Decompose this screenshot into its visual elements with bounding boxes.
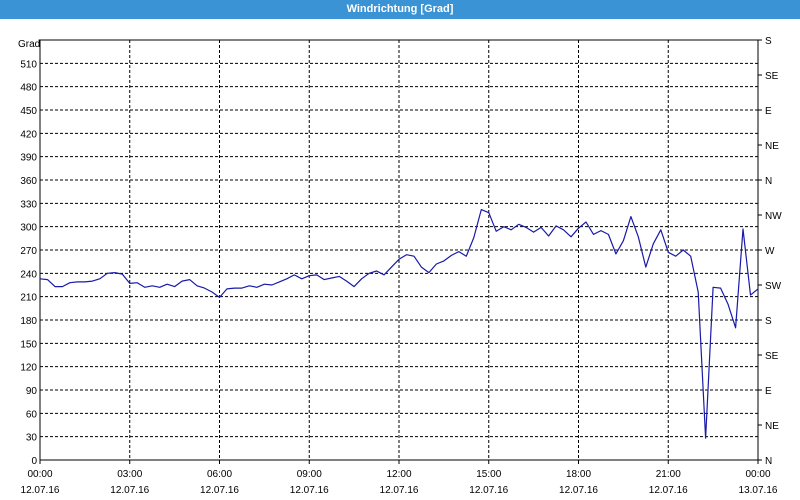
y-tick-label: 30 [26, 433, 38, 444]
x-tick-time-label: 00:00 [27, 469, 52, 480]
y-tick-label: 270 [20, 246, 37, 257]
x-tick-date-label: 12.07.16 [649, 485, 688, 496]
x-tick-date-label: 12.07.16 [21, 485, 60, 496]
right-tick-label: SE [765, 351, 779, 362]
x-tick-date-label: 12.07.16 [110, 485, 149, 496]
x-tick-date-label: 12.07.16 [469, 485, 508, 496]
y-axis-label: Grad [18, 39, 40, 50]
y-tick-label: 330 [20, 199, 37, 210]
y-tick-label: 300 [20, 223, 37, 234]
y-tick-label: 450 [20, 106, 37, 117]
y-axis-ticks: 0 30 60 90 120 150 180 210 240 270 300 330 360 390 420… [20, 59, 37, 467]
series-layer [39, 209, 759, 439]
x-tick-date-label: 12.07.16 [200, 485, 239, 496]
right-tick-label: NE [765, 421, 779, 432]
y-tick-label: 0 [31, 456, 37, 467]
y-tick-label: 210 [20, 293, 37, 304]
series-line [39, 209, 759, 439]
x-tick-time-label: 12:00 [386, 469, 411, 480]
x-tick-time-label: 15:00 [476, 469, 501, 480]
x-tick-time-label: 00:00 [745, 469, 770, 480]
x-tick-time-label: 18:00 [566, 469, 591, 480]
x-tick-date-label: 12.07.16 [380, 485, 419, 496]
y-tick-label: 180 [20, 316, 37, 327]
x-tick-date-label: 12.07.16 [290, 485, 329, 496]
right-tick-label: N [765, 176, 772, 187]
grid-lines [40, 40, 758, 460]
y-tick-label: 120 [20, 363, 37, 374]
x-tick-time-label: 09:00 [297, 469, 322, 480]
right-tick-label: S [765, 316, 772, 327]
right-tick-label: E [765, 386, 772, 397]
right-tick-label: S [765, 36, 772, 47]
right-axis-ticks: N NE E SE S SW W NW N NE E SE S [758, 36, 782, 467]
y-tick-label: 390 [20, 153, 37, 164]
y-tick-label: 90 [26, 386, 38, 397]
right-tick-label: SW [765, 281, 782, 292]
right-tick-label: NE [765, 141, 779, 152]
x-tick-time-label: 03:00 [117, 469, 142, 480]
x-tick-date-label: 13.07.16 [739, 485, 778, 496]
chart-title: Windrichtung [Grad] [0, 0, 800, 19]
y-tick-label: 240 [20, 269, 37, 280]
x-tick-time-label: 06:00 [207, 469, 232, 480]
y-tick-label: 510 [20, 59, 37, 70]
x-tick-time-label: 21:00 [656, 469, 681, 480]
y-tick-label: 60 [26, 409, 38, 420]
y-tick-label: 360 [20, 176, 37, 187]
x-tick-date-label: 12.07.16 [559, 485, 598, 496]
right-tick-label: NW [765, 211, 782, 222]
y-tick-label: 420 [20, 129, 37, 140]
right-tick-label: W [765, 246, 775, 257]
y-tick-label: 150 [20, 339, 37, 350]
x-axis-ticks: 00:00 12.07.16 03:00 12.07.16 06:00 12.07.16 0… [21, 460, 778, 496]
right-tick-label: N [765, 456, 772, 467]
right-tick-label: SE [765, 71, 779, 82]
y-tick-label: 480 [20, 83, 37, 94]
right-tick-label: E [765, 106, 772, 117]
